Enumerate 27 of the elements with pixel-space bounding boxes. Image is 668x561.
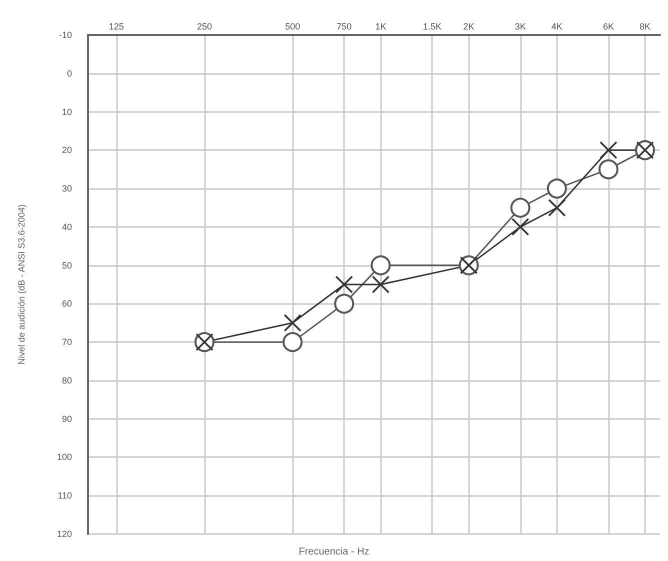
- x-tick-label: 750: [336, 22, 352, 32]
- y-tick-label: 50: [62, 260, 72, 270]
- x-tick-label: 1.5K: [422, 22, 442, 32]
- x-tick-label: 500: [285, 22, 300, 32]
- x-tick-label: 4K: [551, 22, 562, 32]
- y-tick-label: 30: [62, 184, 72, 194]
- y-tick-label: 40: [62, 222, 72, 232]
- y-tick-label: 100: [56, 452, 72, 462]
- y-tick-label: 0: [66, 68, 72, 78]
- y-tick-label: 90: [62, 414, 72, 424]
- x-tick-label: 2K: [463, 22, 474, 32]
- y-tick-label: 80: [62, 375, 72, 386]
- x-tick-label: 125: [108, 22, 124, 32]
- y-tick-label: 10: [62, 106, 72, 117]
- x-tick-label: 250: [196, 22, 212, 32]
- x-tick-label: 3K: [514, 22, 526, 32]
- x-axis-title: Frecuencia - Hz: [298, 546, 370, 558]
- y-tick-label: 120: [56, 529, 72, 539]
- y-tick-label: 60: [62, 298, 72, 309]
- y-tick-label: 110: [58, 490, 72, 501]
- x-tick-label: 6K: [602, 22, 614, 32]
- y-axis-title: Nivel de audición (dB - ANSI S3.6-2004): [16, 204, 26, 365]
- y-tick-label: 20: [62, 145, 72, 156]
- y-tick-label: -10: [58, 30, 72, 40]
- x-tick-label: 8K: [640, 22, 651, 32]
- x-tick-label: 1K: [375, 22, 386, 32]
- y-tick-label: 70: [62, 337, 72, 348]
